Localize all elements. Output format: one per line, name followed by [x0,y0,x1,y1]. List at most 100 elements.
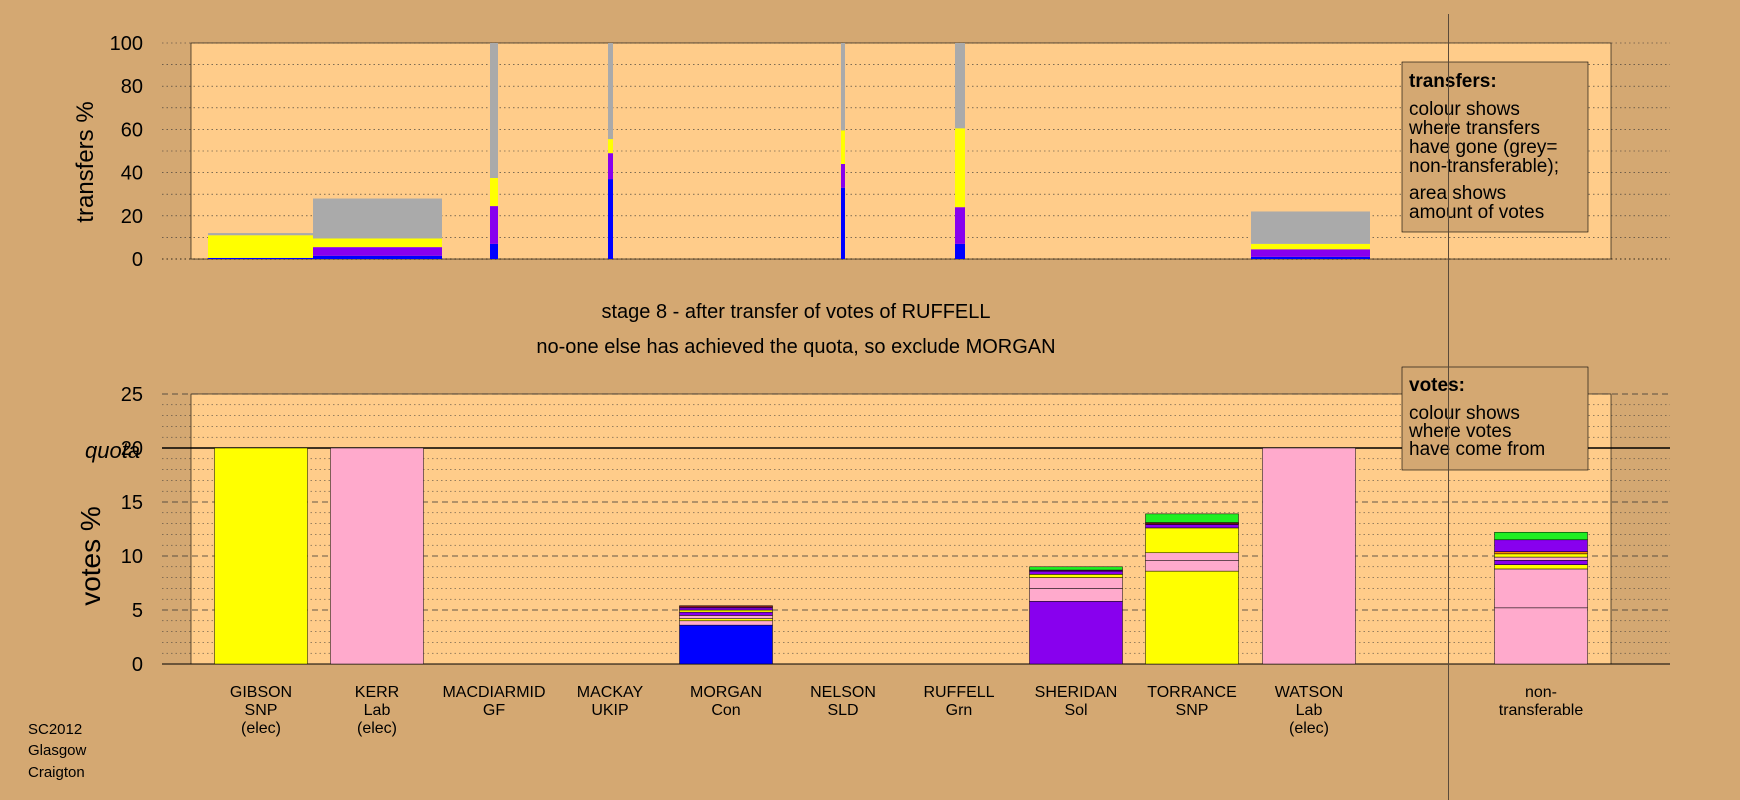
candidate-name-label: RUFFELL [923,684,994,701]
nontransferable-label: non- [1525,684,1557,701]
nontransferable-segment [1494,539,1588,552]
vote-segment [1262,447,1356,665]
transfer-segment [608,139,613,154]
transfer-segment [608,153,613,180]
vote-segment [1029,574,1123,578]
candidate-party-label: Grn [946,702,973,719]
transfer-segment [208,233,313,236]
vote-segment [1145,524,1239,529]
y-tick-label: 0 [132,249,143,271]
transfer-segment [841,130,845,164]
y-tick-label: 20 [121,206,143,228]
votes-legend-line: have come from [1409,439,1545,460]
vote-segment [679,620,773,626]
candidate-name-label: GIBSON [230,684,292,701]
transfers-bars [208,43,1370,259]
vote-segment [679,609,773,613]
vote-segment [679,615,773,619]
transfer-segment [1251,243,1370,250]
transfer-segment [490,243,498,259]
transfer-segment [841,187,845,259]
transfer-segment [313,238,442,248]
votes-bars [214,447,1588,665]
transfer-segment [313,255,442,259]
vote-segment [1145,513,1239,523]
transfers-legend-line: amount of votes [1409,202,1544,223]
transfer-segment [955,43,965,129]
nontransferable-segment [1494,556,1588,561]
transfer-segment [955,207,965,244]
footer-election: SC2012 [28,721,82,738]
transfer-segment [208,235,313,258]
y-tick-label: 10 [121,546,143,568]
quota-label: quota [85,438,140,463]
candidate-name-label: WATSON [1275,684,1343,701]
candidate-party-label: SNP [1176,702,1209,719]
vote-segment [679,605,773,608]
candidate-status-label: (elec) [241,720,281,737]
nontransferable-segment [1494,564,1588,570]
footer-council: Glasgow [28,742,87,759]
candidate-name-label: SHERIDAN [1035,684,1118,701]
nontransferable-segment [1494,560,1588,565]
vote-segment [330,447,424,665]
transfer-segment [1251,211,1370,244]
vote-segment [679,618,773,622]
votes-legend: votes: colour shows where votes have com… [1401,366,1589,471]
vote-segment [1145,527,1239,554]
votes-plot-area [190,393,1612,665]
transfer-segment [490,206,498,244]
candidate-party-label: Lab [364,702,391,719]
votes-y-label: votes % [75,506,106,606]
nontransferable-segment [1494,551,1588,555]
vote-segment [1029,588,1123,602]
candidate-party-label: UKIP [591,702,628,719]
votes-panel: 0 5 10 15 20 25 GIBSONSNP(elec)KERRLab(elec)M… [75,384,1670,737]
nontransferable-segment [1494,531,1588,541]
vote-segment [1145,552,1239,561]
candidate-party-label: SNP [245,702,278,719]
candidate-name-label: MORGAN [690,684,762,701]
vote-segment [679,611,773,616]
nontransferable-segment [1494,553,1588,558]
candidate-party-label: SLD [827,702,858,719]
transfers-legend-line: have gone (grey= [1409,137,1557,158]
y-tick-label: 15 [121,492,143,514]
vote-segment [1029,570,1123,575]
transfer-segment [1251,249,1370,257]
vote-segment [214,447,308,665]
nontransferable-label: transferable [1499,702,1584,719]
vote-segment [1145,570,1239,665]
y-tick-label: 60 [121,119,143,141]
votes-legend-box [1401,366,1589,471]
candidate-status-label: (elec) [357,720,397,737]
y-tick-label: 25 [121,384,143,406]
vote-segment [679,607,773,611]
y-tick-label: 40 [121,163,143,185]
transfer-segment [955,128,965,208]
y-tick-label: 20 [121,438,143,460]
transfer-segment [208,257,313,259]
candidate-name-label: MACKAY [577,684,644,701]
y-tick-label: 5 [132,600,143,622]
votes-legend-line: where votes [1408,421,1511,442]
candidate-party-label: Sol [1064,702,1087,719]
candidate-name-label: NELSON [810,684,876,701]
votes-legend-line: colour shows [1409,403,1520,424]
transfers-legend-title: transfers: [1409,71,1497,92]
chart-subtitle: no-one else has achieved the quota, so e… [536,336,1055,358]
y-tick-label: 100 [110,33,143,55]
transfer-segment [841,163,845,188]
vote-segment [679,624,773,665]
footer-ward: Craigton [28,764,85,781]
transfer-segment [841,43,845,131]
y-tick-label: 0 [132,654,143,676]
transfers-legend-line: non-transferable); [1409,156,1559,177]
transfers-legend-box [1401,61,1589,233]
votes-x-labels: GIBSONSNP(elec)KERRLab(elec)MACDIARMIDGF… [230,684,1583,737]
transfer-segment [955,243,965,259]
vote-segment [1029,566,1123,571]
vote-segment [1029,601,1123,665]
transfers-y-label: transfers % [72,101,99,222]
transfers-legend-line: where transfers [1408,118,1540,139]
